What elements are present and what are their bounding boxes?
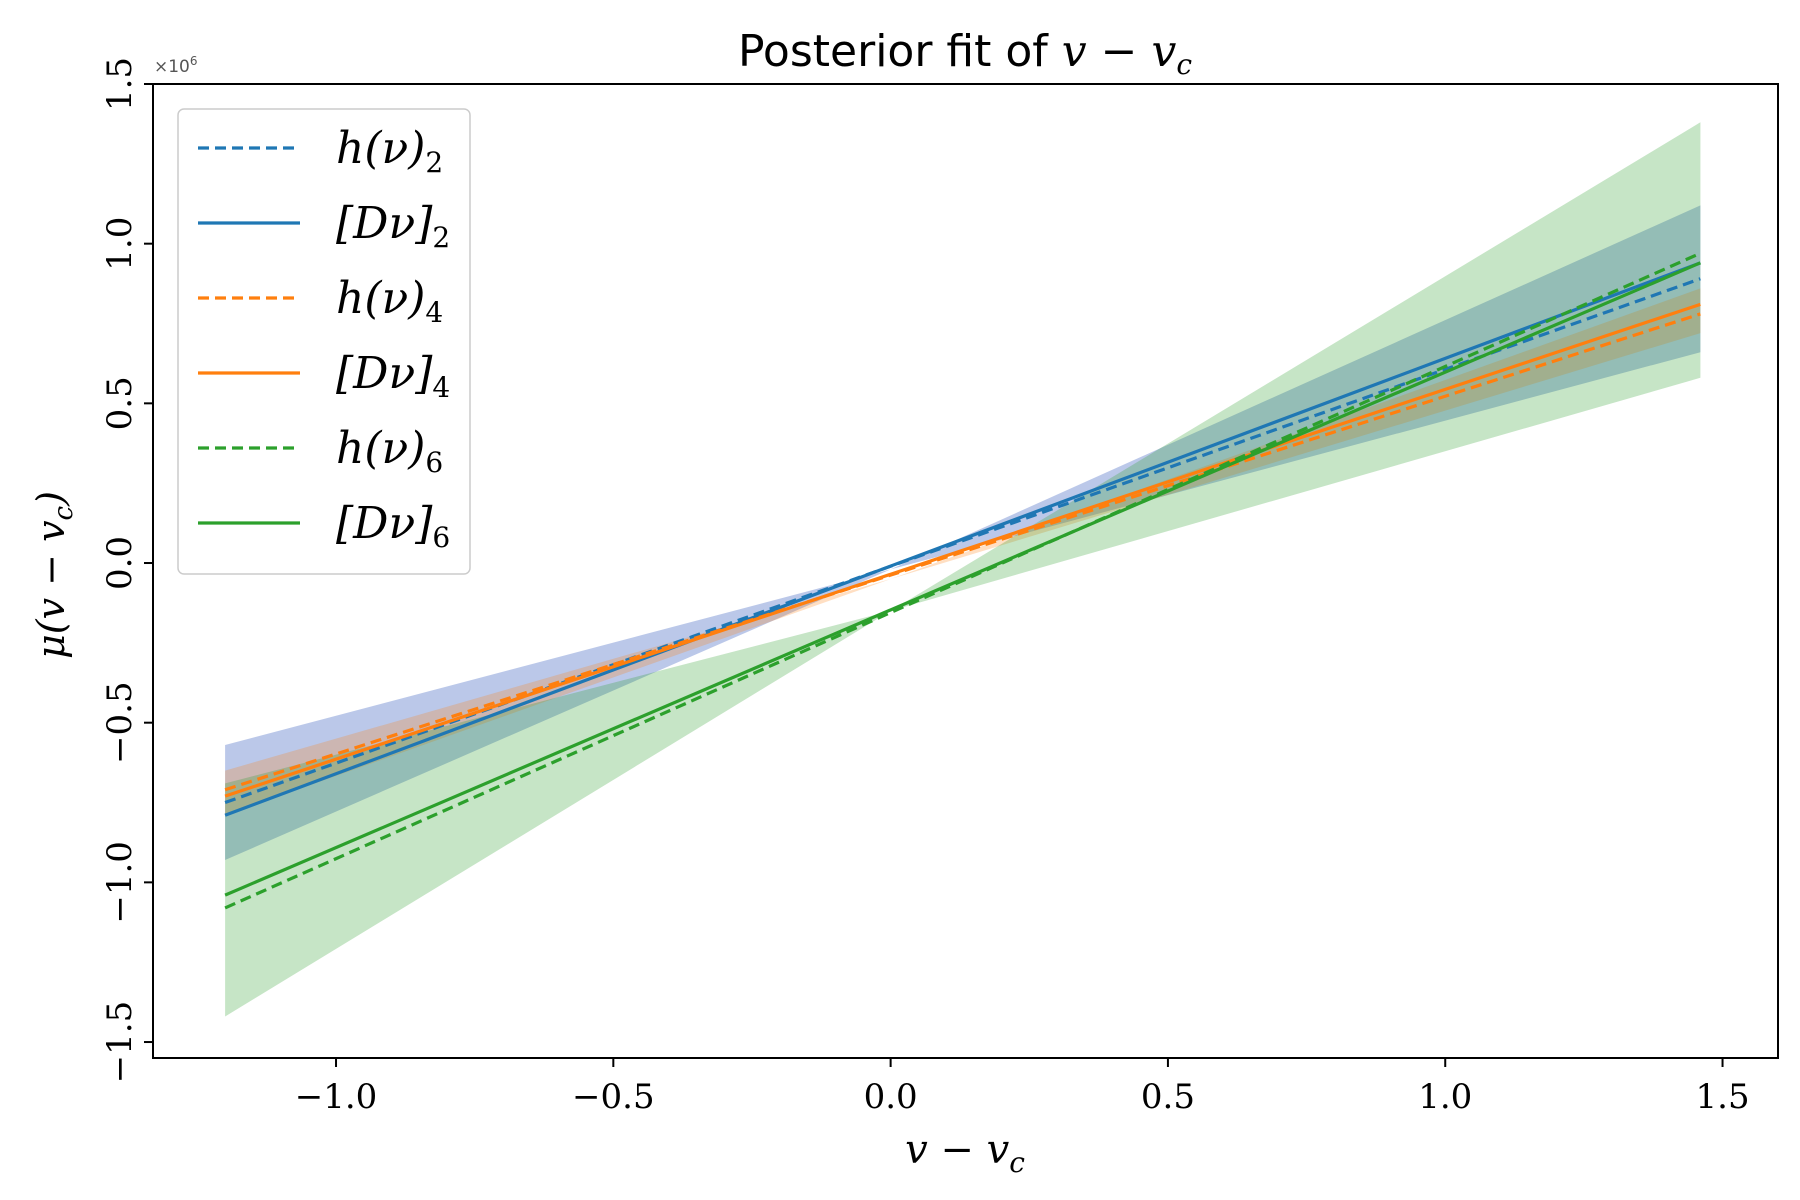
x-tick-label: 1.0 [1418, 1077, 1472, 1117]
y-axis-ticks: −1.5 −1.0 −0.5 0.0 0.5 1.0 1.5 [100, 57, 153, 1083]
confidence-bands [225, 122, 1701, 1017]
y-axis-label: μ(v − vc) [29, 491, 79, 659]
x-tick-label: −0.5 [572, 1077, 655, 1117]
y-axis-label-sub: c [49, 505, 79, 520]
y-axis-label-main: μ(v − v [29, 520, 73, 659]
series-line-d6 [224, 261, 1701, 897]
band-6 [225, 122, 1701, 1017]
y-tick-label: 0.5 [100, 376, 140, 430]
plot-frame [152, 83, 1779, 1059]
legend-box [177, 108, 471, 575]
x-tick-label: 0.5 [1141, 1077, 1195, 1117]
chart-title-prefix: Posterior fit of [738, 26, 1062, 77]
series-line-d4 [224, 302, 1701, 798]
y-tick-label: 0.0 [100, 536, 140, 590]
x-tick-label: 0.0 [864, 1077, 918, 1117]
x-axis-label: v − vc [905, 1127, 1025, 1179]
y-axis-multiplier-base: ×10 [154, 57, 190, 77]
x-axis-ticks: −1.0 −0.5 0.0 0.5 1.0 1.5 [295, 1058, 1750, 1117]
y-tick-label: −0.5 [100, 681, 140, 764]
y-tick-label: 1.5 [100, 57, 140, 111]
legend-label: h(ν)6 [336, 423, 443, 479]
x-tick-label: −1.0 [295, 1077, 378, 1117]
series-line-d2 [224, 261, 1701, 817]
x-axis-label-sub: c [1009, 1146, 1025, 1179]
y-tick-label: 1.0 [100, 217, 140, 271]
legend-label: [Dν]4 [336, 348, 450, 404]
y-tick-label: −1.5 [100, 1001, 140, 1084]
x-tick-label: 1.5 [1696, 1077, 1750, 1117]
legend-label: [Dν]2 [336, 198, 450, 254]
band-4 [225, 288, 1701, 816]
legend-label: [Dν]6 [336, 498, 450, 554]
chart-title: Posterior fit of v − vc [738, 26, 1192, 81]
legend-label: h(ν)2 [336, 123, 443, 179]
y-axis-label-close: ) [29, 491, 73, 507]
chart-title-math-sub: c [1176, 48, 1192, 81]
y-axis-multiplier: ×106 [154, 54, 198, 77]
band-2 [225, 205, 1701, 860]
chart-title-math: v − v [1062, 26, 1177, 77]
x-axis-label-main: v − v [905, 1127, 1010, 1173]
series-lines [224, 251, 1702, 910]
legend: h(ν)2 [Dν]2 h(ν)4 [Dν]4 h(ν)6 [Dν]6 [177, 108, 471, 575]
y-axis-multiplier-exp: 6 [190, 54, 198, 68]
legend-label: h(ν)4 [336, 273, 443, 329]
y-tick-label: −1.0 [100, 841, 140, 924]
